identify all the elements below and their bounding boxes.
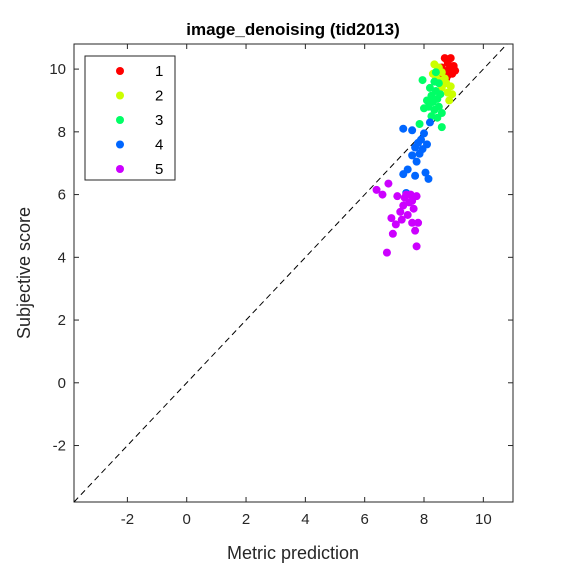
data-point-series-4 [421, 168, 430, 177]
y-tick-label: 0 [58, 375, 66, 392]
legend-marker-5 [116, 165, 124, 173]
data-point-series-3 [418, 76, 427, 85]
x-axis-ticks: -2 0 2 4 6 8 10 [121, 44, 492, 528]
x-tick-label: 4 [301, 511, 309, 528]
y-tick-label: 2 [58, 312, 66, 329]
data-point-series-3 [425, 83, 434, 92]
data-point-series-4 [411, 171, 420, 180]
data-point-series-3 [434, 79, 443, 88]
legend-box [84, 55, 176, 181]
legend-label-1: 1 [155, 63, 163, 80]
data-point-series-5 [399, 201, 408, 210]
data-point-series-5 [378, 190, 387, 199]
legend: 1 2 3 4 5 [84, 55, 176, 181]
data-point-series-2 [437, 68, 446, 77]
legend-label-4: 4 [155, 137, 163, 154]
data-point-series-5 [393, 192, 402, 201]
data-point-series-5 [408, 196, 417, 205]
data-point-series-4 [420, 129, 429, 138]
legend-marker-3 [116, 116, 124, 124]
data-point-series-5 [397, 215, 406, 224]
data-point-series-4 [424, 174, 433, 183]
data-point-series-5 [382, 248, 391, 257]
data-point-series-5 [396, 207, 405, 216]
data-point-series-3 [433, 113, 442, 122]
data-point-series-3 [436, 90, 445, 99]
data-point-series-3 [431, 68, 440, 77]
x-tick-label: -2 [121, 511, 134, 528]
y-tick-label: 10 [49, 61, 66, 78]
data-point-series-5 [412, 242, 421, 251]
data-point-series-3 [420, 104, 429, 113]
data-point-series-4 [411, 143, 420, 152]
x-tick-label: 6 [361, 511, 369, 528]
data-point-series-5 [411, 226, 420, 235]
legend-marker-2 [116, 91, 124, 100]
data-point-series-1 [443, 58, 452, 67]
data-point-series-4 [415, 149, 424, 158]
data-point-series-4 [425, 118, 434, 127]
y-tick-label: 8 [58, 124, 66, 141]
data-point-series-4 [408, 126, 417, 135]
legend-label-3: 3 [155, 112, 163, 129]
data-points [372, 54, 460, 257]
data-point-series-2 [448, 90, 457, 99]
data-point-series-4 [399, 124, 408, 133]
data-point-series-5 [384, 179, 393, 188]
data-point-series-2 [446, 82, 455, 91]
y-tick-label: 4 [58, 249, 66, 266]
data-point-series-3 [437, 123, 446, 132]
x-axis-label: Metric prediction [227, 543, 359, 563]
data-point-series-5 [372, 185, 381, 194]
legend-label-2: 2 [155, 88, 163, 105]
data-point-series-5 [409, 204, 418, 213]
legend-marker-4 [116, 140, 124, 149]
data-point-series-4 [399, 170, 408, 179]
data-point-series-3 [430, 105, 439, 114]
chart-title: image_denoising (tid2013) [186, 20, 400, 39]
legend-marker-1 [116, 67, 124, 75]
data-point-series-5 [387, 214, 396, 223]
y-tick-label: -2 [53, 438, 66, 455]
data-point-series-5 [414, 218, 423, 227]
data-point-series-5 [388, 229, 397, 238]
data-point-series-4 [408, 151, 417, 160]
data-point-series-5 [408, 218, 417, 227]
plot-area: -2 0 2 4 6 8 10 -2 0 2 4 6 8 10 [49, 43, 514, 528]
data-point-series-3 [415, 119, 424, 128]
data-point-series-5 [403, 210, 412, 219]
data-point-series-4 [412, 157, 421, 166]
legend-label-5: 5 [155, 161, 163, 178]
x-tick-label: 0 [183, 511, 191, 528]
x-tick-label: 10 [475, 511, 492, 528]
y-tick-label: 6 [58, 187, 66, 204]
x-tick-label: 8 [420, 511, 428, 528]
y-axis-ticks: -2 0 2 4 6 8 10 [49, 61, 513, 455]
data-point-series-5 [391, 220, 400, 229]
y-axis-label: Subjective score [14, 207, 34, 339]
data-point-series-2 [445, 96, 454, 105]
data-point-series-5 [400, 193, 409, 202]
x-tick-label: 2 [242, 511, 250, 528]
